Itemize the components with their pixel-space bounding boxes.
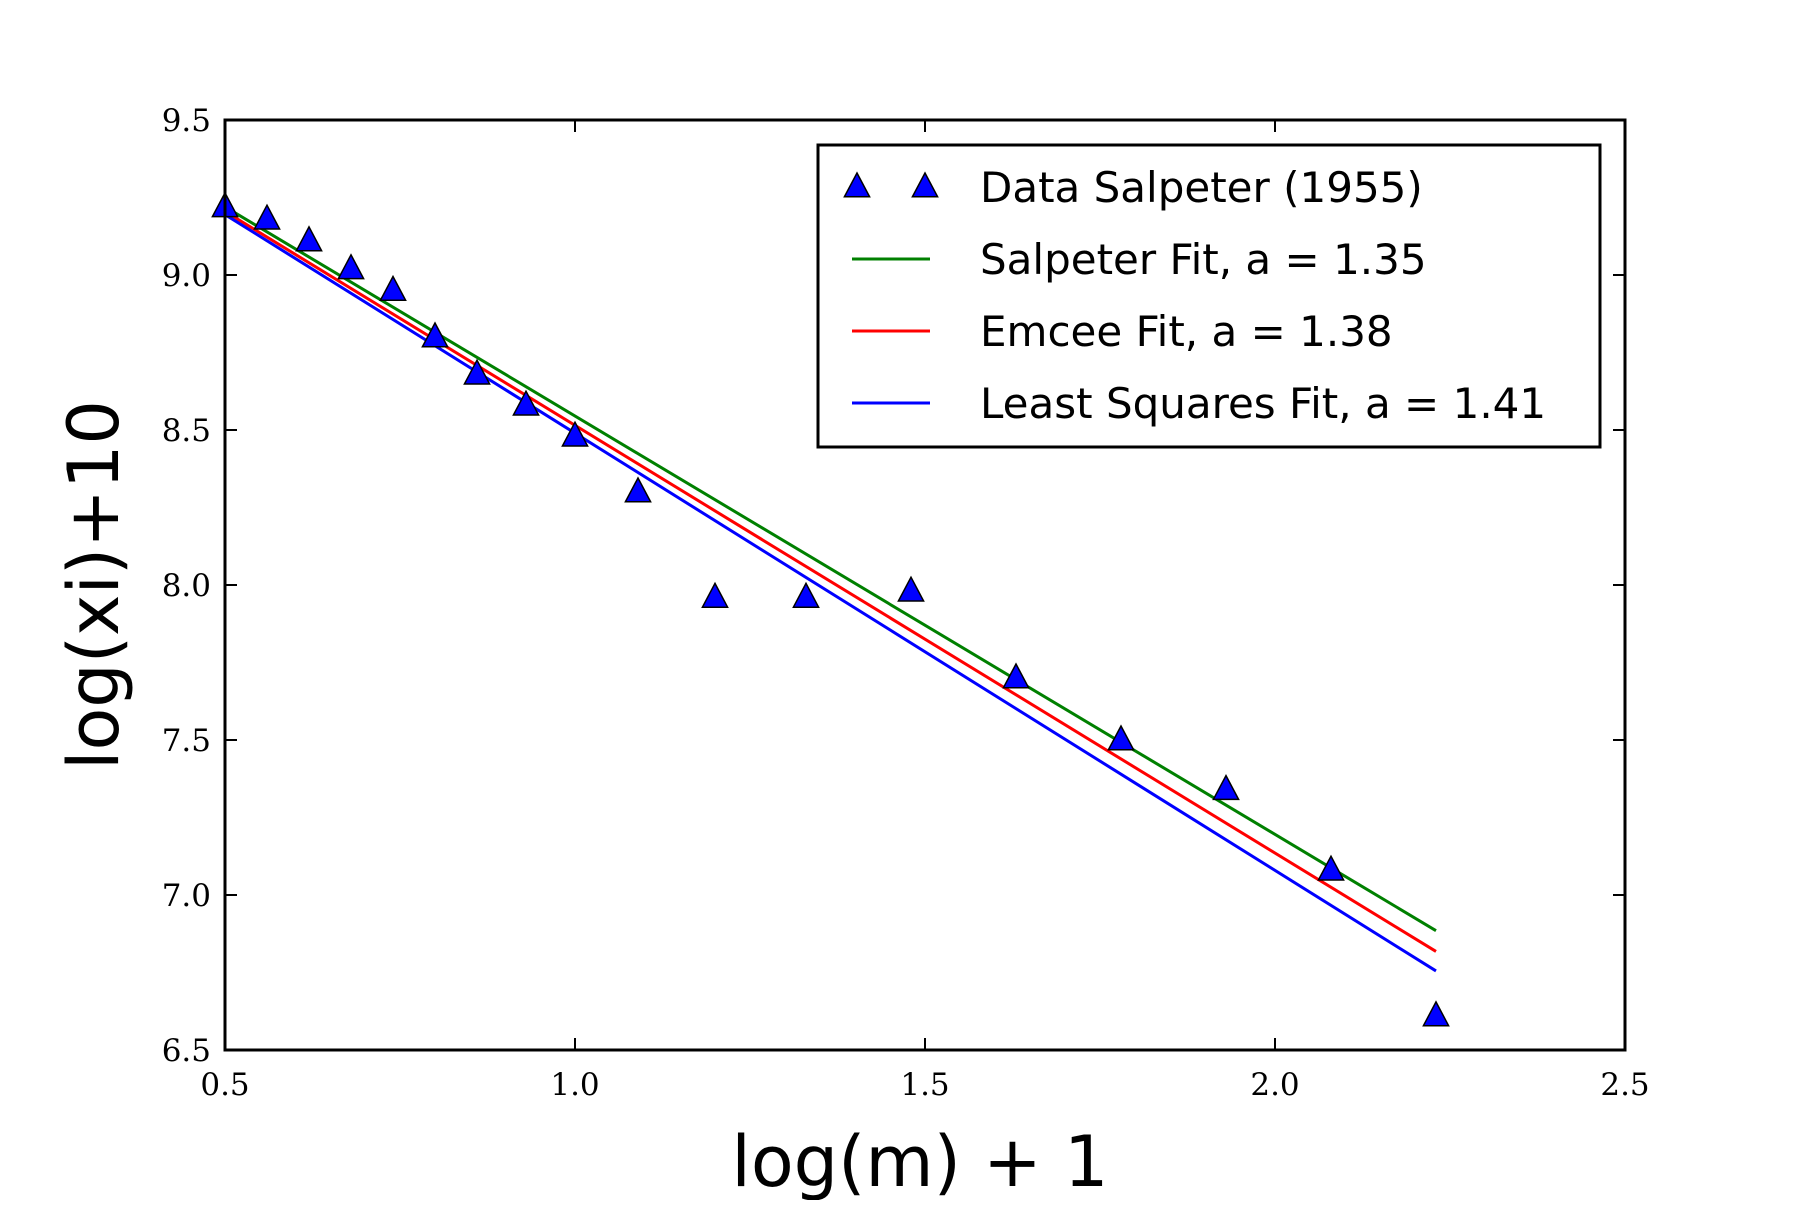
legend-box — [816, 143, 1602, 449]
x-tick-label: 2.5 — [1600, 1067, 1649, 1103]
x-tick-label: 2.0 — [1250, 1067, 1299, 1103]
data-point — [1002, 662, 1030, 689]
chart-marks — [211, 191, 1450, 1027]
data-point — [295, 225, 323, 252]
data-point — [1212, 773, 1240, 801]
data-point — [561, 420, 589, 447]
x-tick-label: 0.5 — [200, 1067, 249, 1103]
data-point — [1107, 724, 1135, 751]
y-tick-label: 8.5 — [162, 413, 211, 449]
data-point — [897, 575, 925, 602]
legend: Data Salpeter (1955) Salpeter Fit, a = 1.… — [816, 143, 1602, 449]
x-axis-label: log(m) + 1 — [731, 1121, 1108, 1200]
data-point — [512, 389, 540, 416]
y-tick-label: 8.0 — [162, 568, 211, 604]
data-point — [701, 581, 729, 608]
legend-label: Least Squares Fit, a = 1.41 — [980, 379, 1546, 428]
y-axis-label: log(xi)+10 — [53, 400, 135, 770]
x-tick-label: 1.0 — [550, 1067, 599, 1103]
legend-label: Data Salpeter (1955) — [980, 163, 1423, 212]
y-tick-label: 6.5 — [162, 1033, 211, 1069]
y-tick-label: 7.5 — [162, 723, 211, 759]
x-tick-label: 1.5 — [900, 1067, 949, 1103]
data-point — [1317, 854, 1345, 881]
data-point — [253, 203, 281, 230]
data-point — [337, 253, 365, 280]
fit-line-2 — [224, 210, 1437, 953]
fit-line-1 — [224, 205, 1437, 932]
data-point — [1422, 1000, 1450, 1027]
data-point — [379, 274, 407, 302]
y-tick-label: 7.0 — [162, 878, 211, 914]
legend-marker — [911, 171, 939, 198]
data-point — [463, 358, 491, 385]
legend-label: Salpeter Fit, a = 1.35 — [980, 235, 1427, 284]
y-tick-label: 9.5 — [162, 103, 211, 139]
data-point — [624, 476, 652, 503]
axis-ticks: 0.5 1.0 1.5 2.0 2.5 6.5 7.0 7.5 8.0 8.5 9.0 9.5 — [162, 103, 1650, 1103]
data-point — [421, 321, 449, 348]
legend-marker — [843, 171, 871, 198]
plot-frame — [223, 118, 1627, 1052]
legend-label: Emcee Fit, a = 1.38 — [980, 307, 1393, 356]
data-point — [792, 581, 820, 608]
y-tick-label: 9.0 — [162, 258, 211, 294]
